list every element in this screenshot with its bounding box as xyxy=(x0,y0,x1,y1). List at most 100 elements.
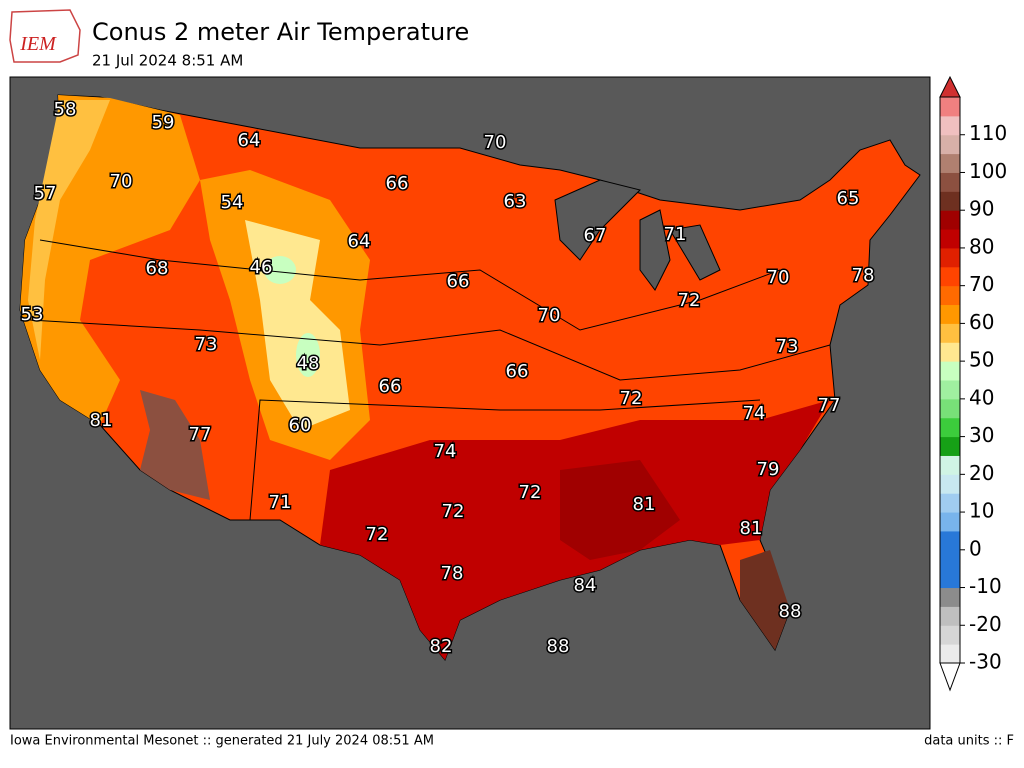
colorbar-bin xyxy=(940,644,960,664)
footer-left: Iowa Environmental Mesonet :: generated … xyxy=(10,734,434,749)
colorbar-bin xyxy=(940,134,960,155)
temperature-label: 77 xyxy=(189,424,212,445)
colorbar-bin xyxy=(940,398,960,419)
colorbar-over-arrow xyxy=(939,75,961,98)
temperature-label: 66 xyxy=(447,271,470,292)
colorbar-bin xyxy=(940,361,960,381)
colorbar-tick-label: 20 xyxy=(969,461,994,485)
colorbar-bin xyxy=(940,380,960,400)
colorbar-bin xyxy=(940,625,960,645)
title: Conus 2 meter Air Temperature xyxy=(92,18,469,46)
colorbar-bin xyxy=(940,323,960,343)
temperature-label: 71 xyxy=(269,492,292,513)
temperature-label: 88 xyxy=(547,636,570,657)
temperature-label: 78 xyxy=(852,265,875,286)
temperature-label: 72 xyxy=(678,290,701,311)
colorbar-tick-label: 100 xyxy=(969,159,1007,183)
temperature-label: 74 xyxy=(743,403,766,424)
temperature-label: 60 xyxy=(289,415,312,436)
colorbar-tick-label: -20 xyxy=(969,612,1002,636)
temperature-label: 79 xyxy=(757,459,780,480)
temperature-label: 57 xyxy=(34,183,57,204)
temperature-label: 72 xyxy=(519,482,542,503)
colorbar-bin xyxy=(940,474,960,494)
temperature-label: 54 xyxy=(221,192,244,213)
temperature-label: 70 xyxy=(767,267,790,288)
temperature-label: 72 xyxy=(366,524,389,545)
colorbar-bin xyxy=(940,266,960,287)
colorbar-bin xyxy=(940,97,960,117)
temperature-label: 58 xyxy=(54,99,77,120)
colorbar-bin xyxy=(940,304,960,324)
colorbar-tick-label: -10 xyxy=(969,574,1002,598)
colorbar-bin xyxy=(940,229,960,249)
temperature-label: 74 xyxy=(434,441,457,462)
temperature-label: 66 xyxy=(386,173,409,194)
temperature-label: 66 xyxy=(379,376,402,397)
temperature-label: 46 xyxy=(250,257,273,278)
temperature-label: 68 xyxy=(146,258,169,279)
temperature-label: 81 xyxy=(740,518,763,539)
colorbar-bin xyxy=(940,115,960,136)
footer-right: data units :: F xyxy=(924,734,1014,749)
temperature-label: 59 xyxy=(152,112,175,133)
colorbar-tick-label: 0 xyxy=(969,536,982,560)
temperature-label: 71 xyxy=(664,224,687,245)
temperature-label: 72 xyxy=(442,501,465,522)
colorbar-bin xyxy=(940,606,960,626)
colorbar-bin xyxy=(940,153,960,173)
colorbar-bin xyxy=(940,568,960,589)
colorbar-bin xyxy=(940,417,960,438)
colorbar-tick-label: 40 xyxy=(969,385,994,409)
temperature-label: 88 xyxy=(779,601,802,622)
temperature-label: 63 xyxy=(504,191,527,212)
temperature-label: 81 xyxy=(90,410,113,431)
colorbar-bin xyxy=(940,549,960,570)
colorbar-tick-label: 50 xyxy=(969,348,994,372)
logo-text: IEM xyxy=(19,33,57,55)
temperature-label: 64 xyxy=(238,130,261,151)
colorbar-bin xyxy=(940,493,960,513)
colorbar-tick-label: 80 xyxy=(969,234,994,258)
temperature-label: 73 xyxy=(776,336,799,357)
colorbar-frame xyxy=(939,96,961,664)
colorbar-tick-label: 110 xyxy=(969,121,1007,145)
temperature-label: 66 xyxy=(506,361,529,382)
temperature-label: 70 xyxy=(484,132,507,153)
logo: IEM xyxy=(9,9,81,63)
subtitle: 21 Jul 2024 8:51 AM xyxy=(92,52,243,70)
temperature-label: 53 xyxy=(21,304,44,325)
temperature-label: 64 xyxy=(348,231,371,252)
colorbar-bin xyxy=(940,191,960,211)
temperature-label: 81 xyxy=(633,494,656,515)
temperature-label: 67 xyxy=(584,225,607,246)
colorbar-bin xyxy=(940,512,960,532)
temperature-label: 77 xyxy=(818,395,841,416)
colorbar-bin xyxy=(940,342,960,362)
temperature-label: 73 xyxy=(195,334,218,355)
colorbar-bin xyxy=(940,247,960,268)
map xyxy=(9,76,931,730)
temperature-label: 70 xyxy=(110,171,133,192)
colorbar-tick-label: 10 xyxy=(969,499,994,523)
temperature-label: 65 xyxy=(837,188,860,209)
temperature-label: 70 xyxy=(538,305,561,326)
colorbar-bin xyxy=(940,285,960,306)
temperature-label: 48 xyxy=(297,353,320,374)
colorbar-bin xyxy=(940,587,960,607)
temperature-label: 82 xyxy=(430,636,453,657)
colorbar-bin xyxy=(940,436,960,456)
colorbar-bin xyxy=(940,210,960,230)
colorbar: -30 -20 -10 0 10 20 30 40 50 60 70 80 90 100 110 xyxy=(939,75,1007,692)
colorbar-tick-label: -30 xyxy=(969,650,1002,674)
colorbar-bin xyxy=(940,172,960,192)
temperature-label: 78 xyxy=(441,563,464,584)
colorbar-tick-label: 90 xyxy=(969,197,994,221)
colorbar-bin xyxy=(940,455,960,475)
colorbar-bin xyxy=(940,530,960,551)
colorbar-tick-label: 70 xyxy=(969,272,994,296)
map-labels: 58 59 64 70 57 70 66 63 54 65 67 71 64 46 68 66 70 78 72 53… xyxy=(19,98,876,659)
colorbar-tick-label: 60 xyxy=(969,310,994,334)
